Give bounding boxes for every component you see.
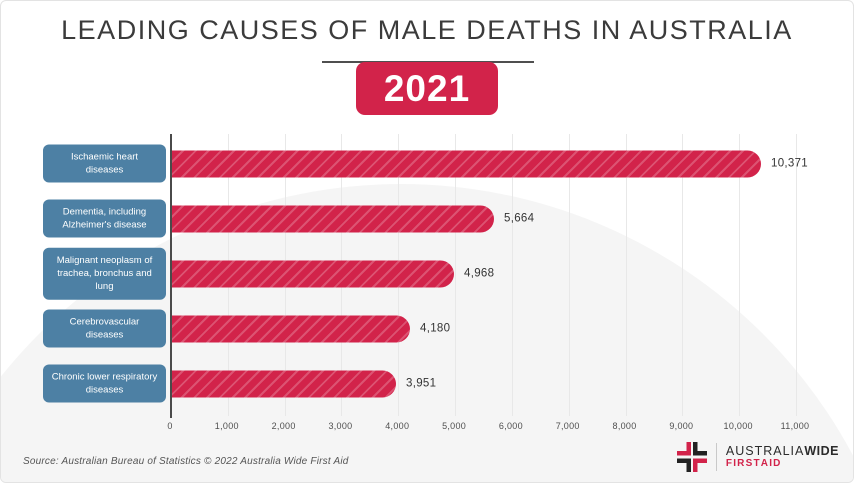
logo-divider	[715, 443, 717, 471]
y-axis-line	[170, 134, 172, 418]
bar	[172, 315, 410, 342]
gridline	[511, 134, 513, 416]
x-tick-label: 0	[167, 421, 173, 431]
cross-logo-icon	[676, 442, 707, 472]
category-label-box: Malignant neoplasm of trachea, bronchus …	[43, 247, 166, 300]
bar-chart: Ischaemic heart diseases 10,371 Dementia, …	[1, 134, 853, 434]
bar	[172, 205, 494, 232]
bar-wrap: 10,371	[172, 150, 808, 177]
x-tick-label: 3,000	[328, 421, 353, 431]
bar-wrap: 3,951	[172, 370, 436, 397]
x-tick-label: 8,000	[612, 421, 637, 431]
x-tick-label: 1,000	[214, 421, 239, 431]
category-label-box: Ischaemic heart diseases	[43, 144, 166, 183]
x-tick-label: 4,000	[385, 421, 410, 431]
x-tick-label: 10,000	[723, 421, 753, 431]
x-tick-label: 11,000	[780, 421, 810, 431]
gridline	[739, 134, 741, 416]
gridline	[682, 134, 684, 416]
year-badge: 2021	[356, 62, 498, 115]
logo-brand-name: AUSTRALIAWIDE	[726, 444, 839, 458]
chart-row: Dementia, including Alzheimer's disease 5…	[1, 191, 853, 246]
bar-wrap: 4,180	[172, 315, 450, 342]
chart-rows: Ischaemic heart diseases 10,371 Dementia, …	[1, 136, 853, 411]
bar-value-label: 3,951	[406, 377, 437, 390]
source-note: Source: Australian Bureau of Statistics …	[23, 456, 349, 467]
category-label-box: Chronic lower respiratory diseases	[43, 364, 166, 403]
gridline	[568, 134, 570, 416]
bar	[172, 370, 396, 397]
x-tick-label: 9,000	[669, 421, 694, 431]
logo-tagline: FIRSTAID	[726, 458, 839, 470]
logo-text: AUSTRALIAWIDE FIRSTAID	[726, 444, 839, 470]
logo-tagline-part2: AID	[760, 458, 782, 470]
bar-wrap: 5,664	[172, 205, 534, 232]
gridline	[455, 134, 457, 416]
category-label-box: Dementia, including Alzheimer's disease	[43, 199, 166, 238]
chart-row: Ischaemic heart diseases 10,371	[1, 136, 853, 191]
chart-row: Cerebrovascular diseases 4,180	[1, 301, 853, 356]
bar-value-label: 4,180	[420, 322, 451, 335]
page-title: LEADING CAUSES OF MALE DEATHS IN AUSTRAL…	[61, 15, 793, 45]
x-tick-label: 7,000	[555, 421, 580, 431]
logo-tagline-part1: FIRST	[725, 458, 761, 470]
brand-logo: AUSTRALIAWIDE FIRSTAID	[676, 442, 839, 472]
bar-value-label: 10,371	[771, 157, 808, 170]
logo-brand-part2: WIDE	[804, 444, 839, 459]
gridline	[625, 134, 627, 416]
chart-row: Chronic lower respiratory diseases 3,951	[1, 356, 853, 411]
chart-row: Malignant neoplasm of trachea, bronchus …	[1, 246, 853, 301]
gridline	[796, 134, 797, 416]
bar	[172, 260, 454, 287]
bar-value-label: 5,664	[504, 212, 535, 225]
x-tick-label: 5,000	[442, 421, 467, 431]
category-label-box: Cerebrovascular diseases	[43, 309, 166, 348]
bar	[172, 150, 761, 177]
bar-value-label: 4,968	[464, 267, 495, 280]
bar-wrap: 4,968	[172, 260, 494, 287]
logo-brand-part1: AUSTRALIA	[725, 444, 805, 459]
x-tick-label: 2,000	[271, 421, 296, 431]
x-tick-label: 6,000	[498, 421, 523, 431]
